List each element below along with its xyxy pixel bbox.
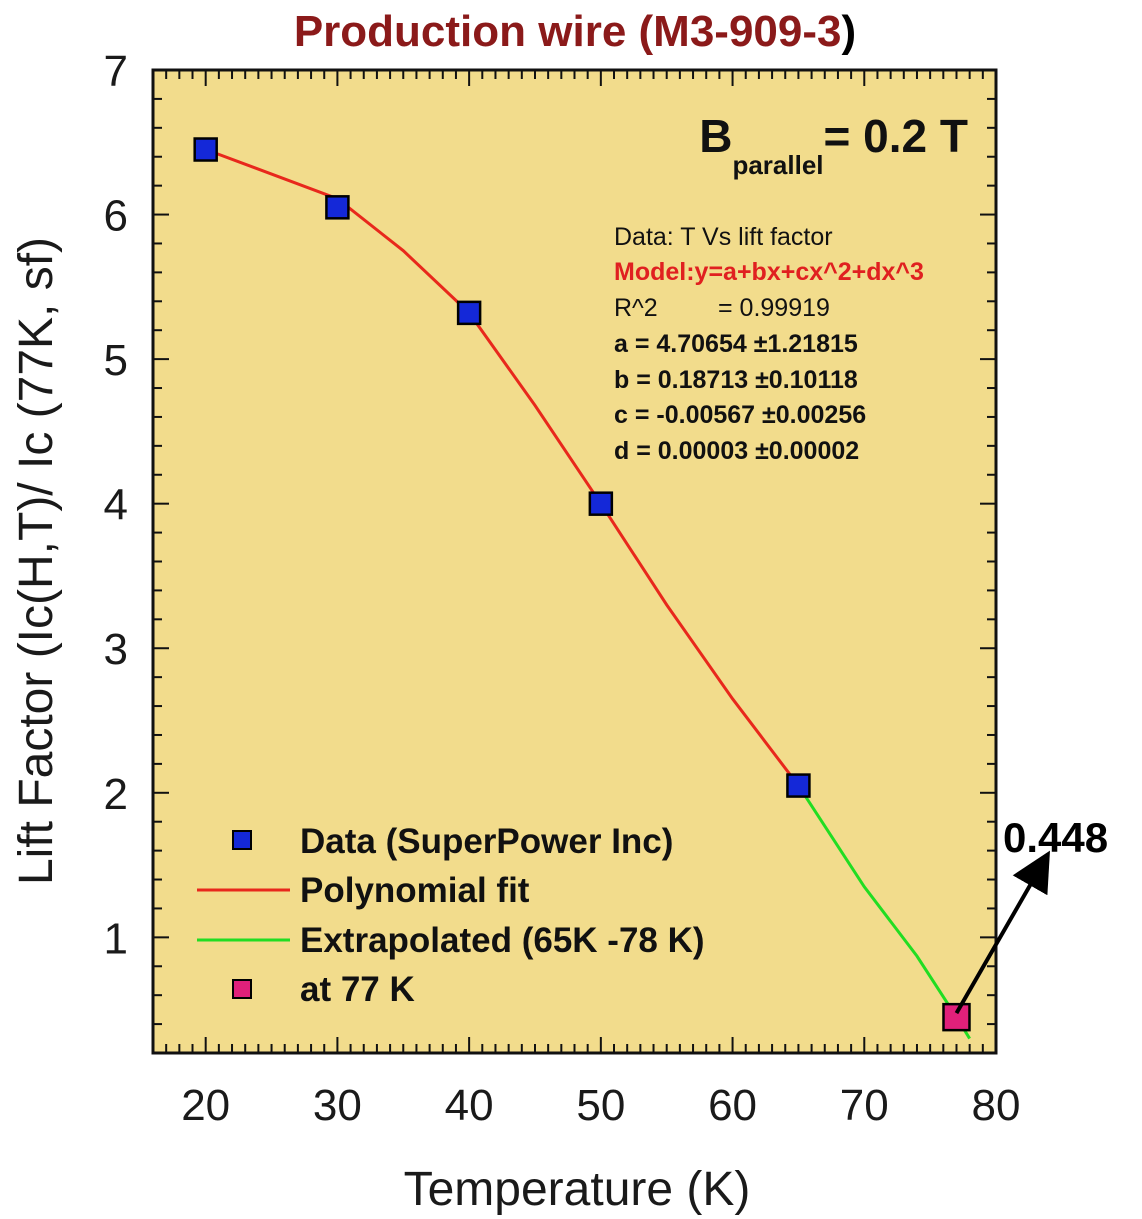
y-tick-label: 3 — [104, 625, 128, 674]
y-tick-label: 1 — [104, 914, 128, 963]
data-point — [786, 773, 811, 798]
x-tick-label: 80 — [972, 1081, 1021, 1130]
chart-title-main: Production wire (M3-909-3 — [294, 7, 842, 56]
callout-arrow — [954, 850, 1050, 1015]
data-point — [193, 137, 218, 162]
legend-label-extrap: Extrapolated (65K -78 K) — [300, 921, 705, 960]
legend-label-data: Data (SuperPower Inc) — [300, 822, 673, 861]
point-at-77k-group — [942, 1002, 971, 1032]
data-point — [456, 300, 482, 326]
data-point — [325, 195, 350, 220]
fit-stats-a: a = 4.70654 ±1.21815 — [614, 330, 858, 358]
callout-value: 0.448 — [1003, 814, 1108, 861]
fit-stats-r2-value: = 0.99919 — [718, 294, 830, 322]
legend-marker-data — [232, 830, 252, 850]
x-tick-label: 30 — [313, 1081, 362, 1130]
y-tick-labels: 1 2 3 4 5 6 7 — [104, 47, 128, 963]
axis-ticks — [152, 69, 997, 1053]
x-tick-label: 70 — [840, 1081, 889, 1130]
x-tick-label: 60 — [708, 1081, 757, 1130]
x-tick-label: 20 — [181, 1081, 230, 1130]
chart-title-paren: ) — [842, 7, 857, 56]
legend: Data (SuperPower Inc) Polynomial fit Ext… — [197, 822, 705, 1009]
field-label-sub: parallel — [732, 150, 823, 180]
x-tick-labels: 20 30 40 50 60 70 80 — [181, 1081, 1020, 1130]
data-point — [588, 491, 614, 516]
fit-stats-c: c = -0.00567 ±0.00256 — [614, 401, 866, 429]
fit-stats-r2-label: R^2 — [614, 294, 658, 322]
polynomial-fit-line — [205, 148, 800, 787]
legend-marker-77k — [232, 979, 252, 999]
data-points — [193, 137, 811, 798]
x-axis-label: Temperature (K) — [404, 1163, 751, 1216]
legend-label-77k: at 77 K — [300, 970, 415, 1009]
fit-stats-d: d = 0.00003 ±0.00002 — [614, 437, 859, 465]
fit-stats-data: Data: T Vs lift factor — [614, 223, 833, 251]
chart-title: Production wire (M3-909-3) — [294, 7, 856, 56]
plot-area — [151, 68, 998, 1055]
fit-stats-model: Model:y=a+bx+cx^2+dx^3 — [614, 258, 924, 286]
y-tick-label: 6 — [104, 192, 128, 241]
x-tick-label: 40 — [445, 1081, 494, 1130]
y-tick-label: 7 — [104, 47, 128, 96]
field-label: Bparallel= 0.2 T — [699, 110, 968, 180]
x-tick-label: 50 — [576, 1081, 625, 1130]
point-at-77k — [942, 1002, 971, 1032]
fit-stats: Data: T Vs lift factor Model:y=a+bx+cx^2… — [614, 223, 924, 465]
field-label-main: B — [699, 110, 732, 162]
field-label-value: = 0.2 T — [824, 110, 968, 162]
fit-stats-b: b = 0.18713 ±0.10118 — [614, 366, 858, 394]
y-tick-label: 2 — [104, 770, 128, 819]
y-tick-label: 4 — [104, 481, 128, 530]
y-tick-label: 5 — [104, 336, 128, 385]
y-axis-label: Lift Factor (Ic(H,T)/ Ic (77K, sf) — [10, 237, 63, 885]
legend-label-fit: Polynomial fit — [300, 871, 530, 910]
